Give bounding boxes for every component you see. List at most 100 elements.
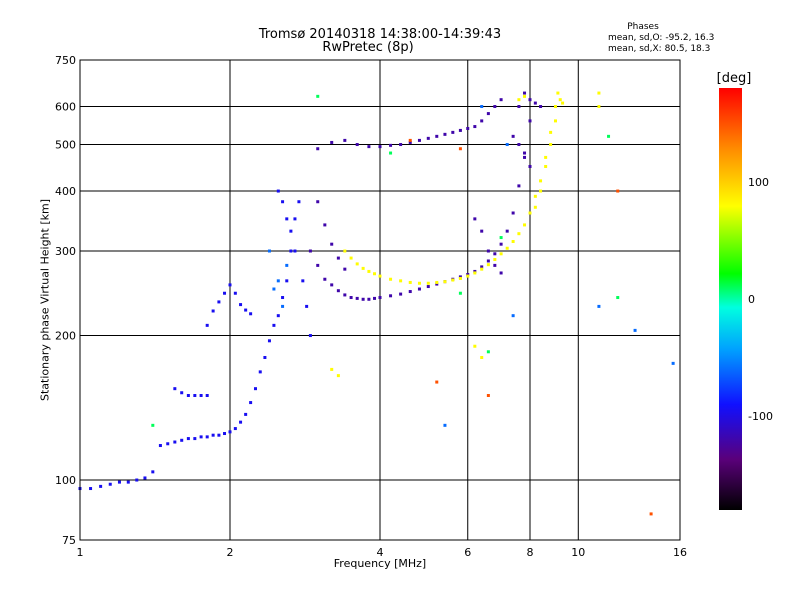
data-point (289, 249, 293, 253)
data-point (330, 367, 334, 371)
data-point (399, 143, 403, 147)
data-point (316, 94, 320, 98)
data-point (553, 105, 557, 109)
data-point (458, 291, 462, 295)
data-point (297, 200, 301, 204)
data-point (193, 437, 197, 441)
data-point (289, 229, 293, 233)
data-point (544, 155, 548, 159)
data-point (528, 211, 532, 215)
data-point (126, 480, 130, 484)
data-point (205, 323, 209, 327)
data-point (597, 91, 601, 95)
data-point (480, 355, 484, 359)
x-axis-label: Frequency [MHz] (333, 557, 427, 570)
data-point (451, 130, 455, 134)
data-point (117, 480, 121, 484)
data-point (435, 282, 439, 286)
data-point (89, 487, 93, 491)
data-point (285, 263, 289, 267)
colorbar-tick-label: 100 (748, 176, 769, 189)
y-tick-label: 400 (55, 185, 76, 198)
data-point (276, 279, 280, 283)
data-point (607, 134, 611, 138)
data-point (186, 394, 190, 398)
data-point (408, 138, 412, 142)
data-point (633, 328, 637, 332)
data-point (272, 323, 276, 327)
data-point (511, 211, 515, 215)
data-point (281, 304, 285, 308)
data-point (223, 432, 227, 436)
x-tick-label: 1 (77, 546, 84, 559)
y-tick-label: 300 (55, 245, 76, 258)
x-tick-label: 16 (673, 546, 687, 559)
data-point (135, 478, 139, 482)
x-tick-label: 8 (527, 546, 534, 559)
data-point (517, 98, 521, 102)
data-point (166, 442, 170, 446)
data-point (211, 433, 215, 437)
data-point (267, 249, 271, 253)
data-point (616, 189, 620, 193)
data-point (466, 273, 470, 277)
data-point (505, 229, 509, 233)
data-point (186, 437, 190, 441)
data-point (199, 394, 203, 398)
data-point (417, 281, 421, 285)
data-point (549, 130, 553, 134)
data-point (180, 438, 184, 442)
data-point (493, 105, 497, 109)
data-point (361, 266, 365, 270)
colorbar-tick-label: 0 (748, 293, 755, 306)
data-point (173, 387, 177, 391)
data-point (281, 296, 285, 300)
data-point (597, 304, 601, 308)
x-tick-label: 2 (227, 546, 234, 559)
data-point (426, 136, 430, 140)
data-point (367, 269, 371, 273)
data-point (151, 423, 155, 427)
data-point (323, 223, 327, 227)
data-point (316, 147, 320, 151)
data-point (399, 279, 403, 283)
data-point (378, 274, 382, 278)
data-point (649, 512, 653, 516)
data-point (378, 296, 382, 300)
data-point (389, 294, 393, 298)
data-point (108, 482, 112, 486)
data-point (399, 292, 403, 296)
data-point (223, 291, 227, 295)
y-tick-label: 600 (55, 101, 76, 114)
data-point (486, 259, 490, 263)
data-point (343, 293, 347, 297)
data-point (293, 217, 297, 221)
data-point (473, 271, 477, 275)
data-point (517, 184, 521, 188)
chart-title: Tromsø 20140318 14:38:00-14:39:43 (258, 27, 502, 42)
data-point (473, 269, 477, 273)
data-point (316, 263, 320, 267)
data-point (276, 314, 280, 318)
data-point (480, 105, 484, 109)
data-point (361, 297, 365, 301)
data-point (408, 280, 412, 284)
data-point (343, 267, 347, 271)
data-point (553, 119, 557, 123)
data-point (244, 412, 248, 416)
data-point (330, 283, 334, 287)
data-point (336, 374, 340, 378)
data-point (561, 101, 565, 105)
colorbar-tick-label: -100 (748, 410, 773, 423)
data-point (336, 289, 340, 293)
data-point (517, 143, 521, 147)
data-point (523, 94, 527, 98)
y-tick-label: 200 (55, 330, 76, 343)
data-point (293, 249, 297, 253)
data-point (233, 291, 237, 295)
data-point (505, 246, 509, 250)
x-ticks: 1 2 4 6 8 10 16 (77, 546, 688, 559)
plot-frame (79, 59, 681, 541)
phases-x-stats: mean, sd,X: 80.5, 18.3 (608, 44, 711, 54)
